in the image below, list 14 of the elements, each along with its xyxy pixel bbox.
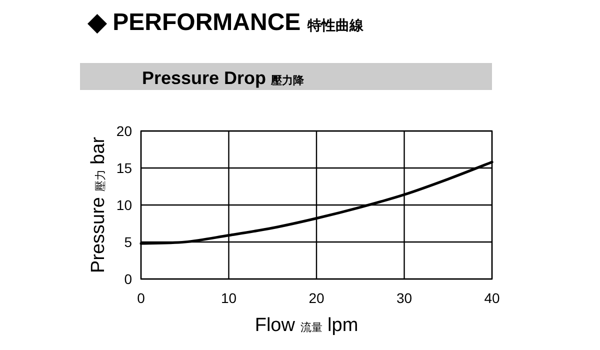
x-tick-label: 40: [484, 290, 500, 306]
x-tick-label: 20: [308, 290, 324, 306]
x-axis-title: Flow 流量 lpm: [254, 315, 358, 336]
y-tick-label: 15: [116, 160, 132, 176]
y-tick-label: 20: [116, 123, 132, 139]
x-tick-label: 0: [137, 290, 146, 306]
y-tick-label: 5: [124, 234, 132, 250]
y-axis-title: Pressure 壓力 bar: [88, 136, 109, 274]
y-tick-label: 0: [124, 271, 132, 287]
y-tick-label: 10: [116, 197, 132, 213]
chart-title: ◆ PERFORMANCE 特性曲線: [87, 9, 364, 36]
chart-subtitle: Pressure Drop 壓力降: [142, 68, 306, 88]
x-tick-label: 10: [220, 290, 237, 306]
x-tick-label: 30: [396, 290, 412, 306]
